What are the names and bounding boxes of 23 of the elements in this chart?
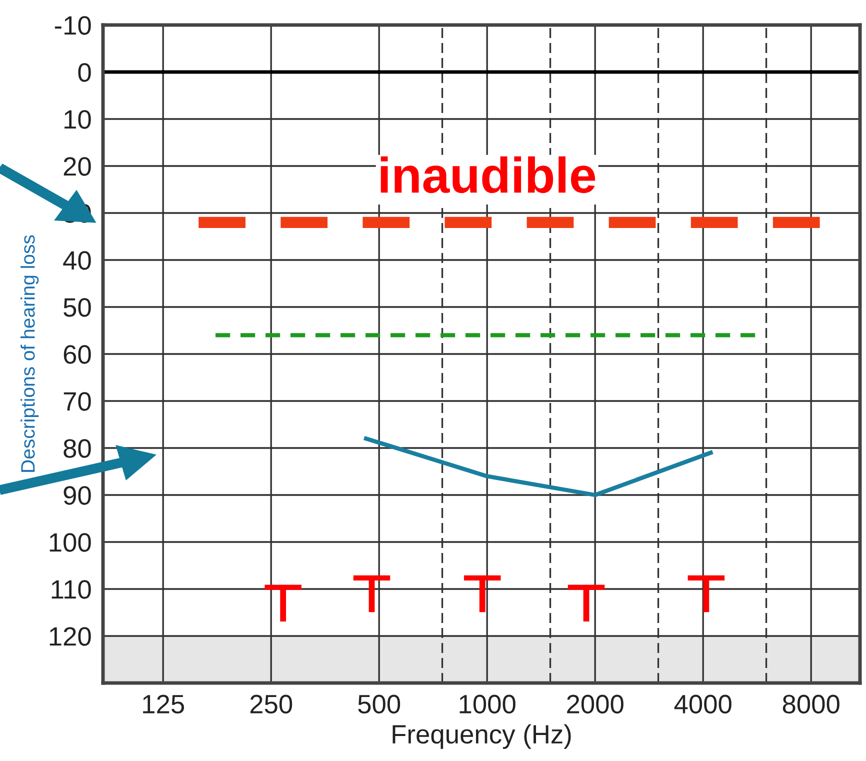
y-tick-label: 80 [64,439,91,458]
y-tick-label: 70 [64,392,91,411]
y-tick-label: 60 [64,345,91,364]
y-tick-label: 110 [52,580,91,599]
y-axis-title: Descriptions of hearing loss [20,235,39,472]
y-tick-label: 90 [64,486,91,505]
annotation: inaudible [380,156,596,194]
y-tick-label: 10 [64,110,91,129]
y-tick-label: 50 [64,298,91,317]
y-tick-label: -10 [54,16,91,35]
y-tick-label: 120 [50,627,91,646]
y-tick-label: 40 [63,251,91,270]
x-axis-title: Frequency (Hz) [392,724,571,749]
x-tick-label: 4000 [674,694,732,714]
y-tick-label: 100 [50,533,91,552]
x-tick-label: 8000 [782,694,840,714]
x-tick-label: 2000 [567,694,624,714]
y-tick-label: 0 [78,63,91,82]
x-tick-label: 500 [358,694,400,714]
x-tick-label: 125 [143,694,184,714]
x-tick-label: 250 [250,694,292,714]
x-tick-label: 1000 [460,694,516,714]
y-tick-label: 20 [64,157,91,176]
